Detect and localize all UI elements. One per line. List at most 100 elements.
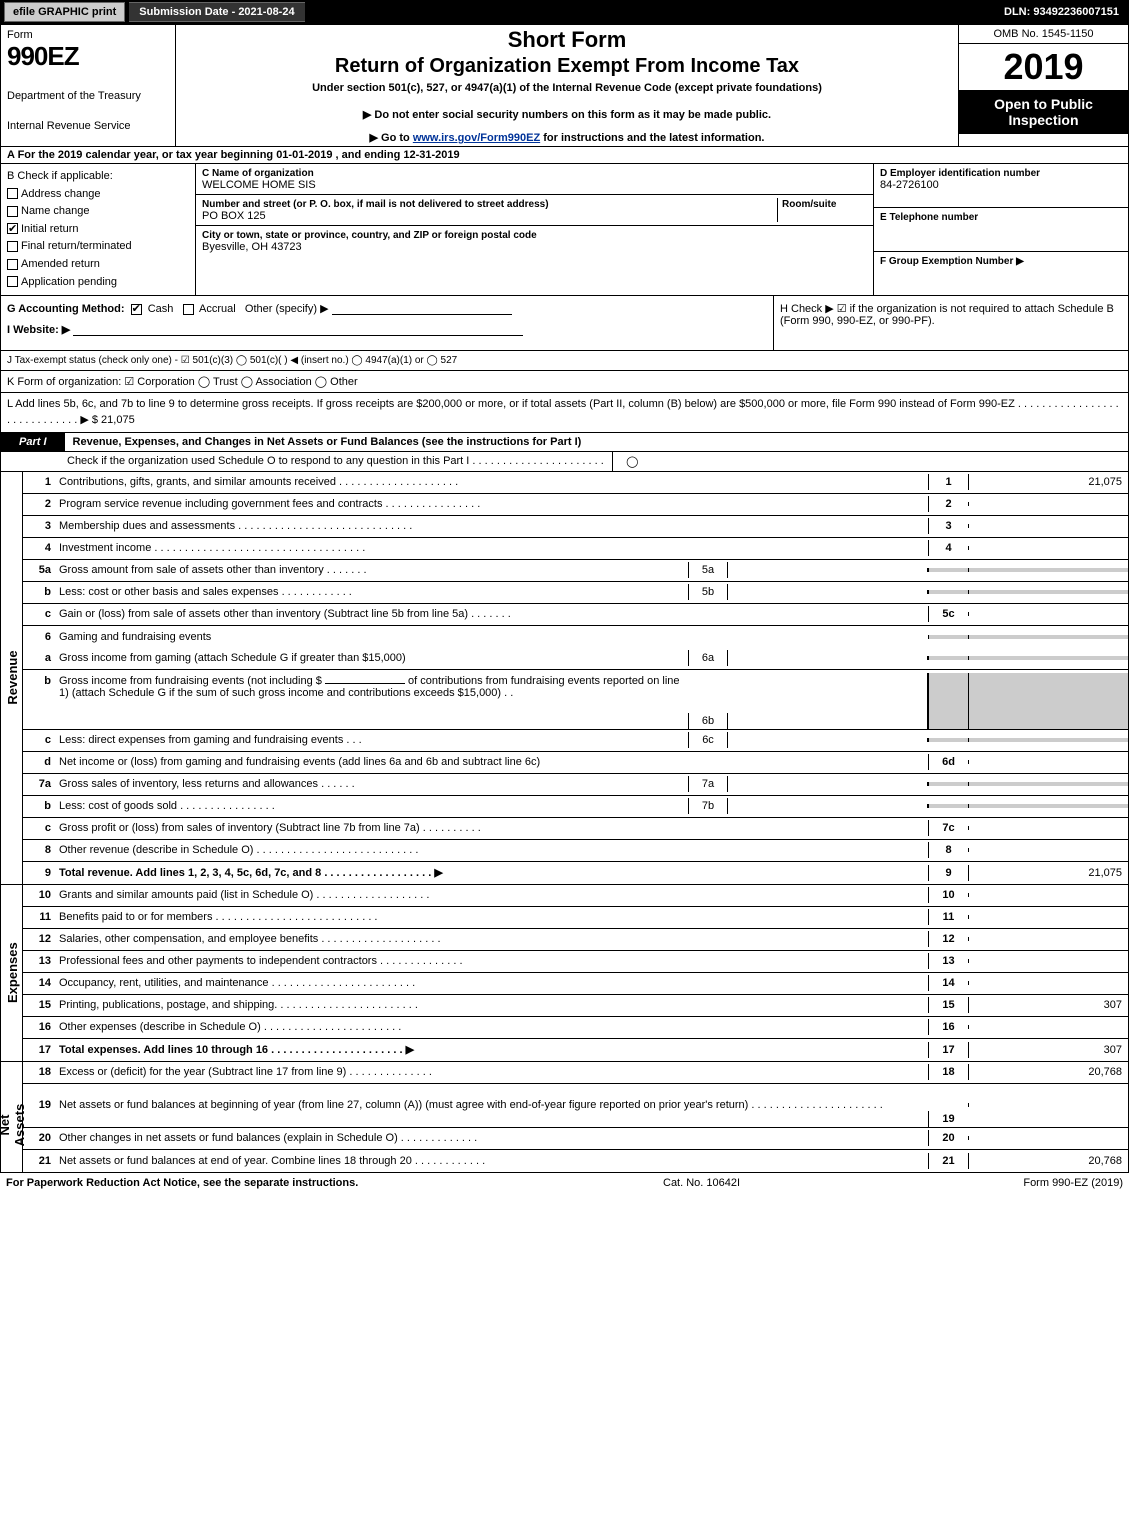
phone-label: E Telephone number bbox=[880, 212, 978, 223]
line-15: 15Printing, publications, postage, and s… bbox=[23, 995, 1128, 1017]
title-return: Return of Organization Exempt From Incom… bbox=[184, 55, 950, 78]
org-name-label: C Name of organization bbox=[202, 168, 314, 179]
form-number: 990EZ bbox=[7, 41, 169, 72]
city-label: City or town, state or province, country… bbox=[202, 230, 537, 241]
line-5c: cGain or (loss) from sale of assets othe… bbox=[23, 604, 1128, 626]
line-20: 20Other changes in net assets or fund ba… bbox=[23, 1128, 1128, 1150]
header-mid: Short Form Return of Organization Exempt… bbox=[176, 25, 958, 146]
ein-label: D Employer identification number bbox=[880, 168, 1040, 179]
chk-initial-return[interactable]: Initial return bbox=[7, 221, 189, 239]
footer-paperwork: For Paperwork Reduction Act Notice, see … bbox=[6, 1177, 663, 1189]
tax-year: 2019 bbox=[959, 44, 1128, 90]
part1-check-text: Check if the organization used Schedule … bbox=[59, 452, 612, 471]
line-2: 2Program service revenue including gover… bbox=[23, 494, 1128, 516]
line-10: 10Grants and similar amounts paid (list … bbox=[23, 885, 1128, 907]
row-g: G Accounting Method: Cash Accrual Other … bbox=[7, 302, 767, 315]
footer-catno: Cat. No. 10642I bbox=[663, 1177, 923, 1189]
info-block: B Check if applicable: Address change Na… bbox=[0, 164, 1129, 296]
note-goto-prefix: ▶ Go to bbox=[370, 132, 413, 144]
row-l-gross-receipts: L Add lines 5b, 6c, and 7b to line 9 to … bbox=[0, 393, 1129, 433]
line-9: 9Total revenue. Add lines 1, 2, 3, 4, 5c… bbox=[23, 862, 1128, 884]
part1-title: Revenue, Expenses, and Changes in Net As… bbox=[65, 433, 590, 451]
org-name: WELCOME HOME SIS bbox=[202, 179, 316, 191]
note-goto: ▶ Go to www.irs.gov/Form990EZ for instru… bbox=[184, 131, 950, 144]
dept-irs: Internal Revenue Service bbox=[7, 120, 169, 132]
chk-final-return[interactable]: Final return/terminated bbox=[7, 238, 189, 256]
revenue-side-label: Revenue bbox=[1, 472, 23, 884]
ein-value: 84-2726100 bbox=[880, 179, 939, 191]
header-left: Form 990EZ Department of the Treasury In… bbox=[1, 25, 176, 146]
line-4: 4Investment income . . . . . . . . . . .… bbox=[23, 538, 1128, 560]
chk-application-pending[interactable]: Application pending bbox=[7, 274, 189, 292]
form-header: Form 990EZ Department of the Treasury In… bbox=[0, 24, 1129, 147]
box-b: B Check if applicable: Address change Na… bbox=[1, 164, 196, 295]
line-6: 6Gaming and fundraising events bbox=[23, 626, 1128, 648]
line-6b: bGross income from fundraising events (n… bbox=[23, 670, 1128, 730]
note-goto-suffix: for instructions and the latest informat… bbox=[540, 132, 764, 144]
line-1: 1Contributions, gifts, grants, and simil… bbox=[23, 472, 1128, 494]
line-6a: aGross income from gaming (attach Schedu… bbox=[23, 648, 1128, 670]
box-c: C Name of organization WELCOME HOME SIS … bbox=[196, 164, 873, 295]
line-19: 19Net assets or fund balances at beginni… bbox=[23, 1084, 1128, 1128]
line-18: 18Excess or (deficit) for the year (Subt… bbox=[23, 1062, 1128, 1084]
other-specify-input[interactable] bbox=[332, 303, 512, 315]
row-j-tax-exempt: J Tax-exempt status (check only one) - ☑… bbox=[0, 351, 1129, 370]
efile-print-button[interactable]: efile GRAPHIC print bbox=[4, 2, 125, 22]
line-13: 13Professional fees and other payments t… bbox=[23, 951, 1128, 973]
page-footer: For Paperwork Reduction Act Notice, see … bbox=[0, 1173, 1129, 1193]
org-city: Byesville, OH 43723 bbox=[202, 241, 302, 253]
line-8: 8Other revenue (describe in Schedule O) … bbox=[23, 840, 1128, 862]
room-label: Room/suite bbox=[782, 199, 836, 210]
website-input[interactable] bbox=[73, 324, 523, 336]
group-exemption-label: F Group Exemption Number ▶ bbox=[880, 256, 1024, 267]
line-17: 17Total expenses. Add lines 10 through 1… bbox=[23, 1039, 1128, 1061]
dln-label: DLN: 93492236007151 bbox=[1004, 6, 1125, 18]
box-b-title: B Check if applicable: bbox=[7, 168, 189, 186]
line-21: 21Net assets or fund balances at end of … bbox=[23, 1150, 1128, 1172]
part1-check-row: Check if the organization used Schedule … bbox=[0, 452, 1129, 472]
row-ghi: G Accounting Method: Cash Accrual Other … bbox=[0, 296, 1129, 351]
line-7b: bLess: cost of goods sold . . . . . . . … bbox=[23, 796, 1128, 818]
top-bar: efile GRAPHIC print Submission Date - 20… bbox=[0, 0, 1129, 24]
net-assets-section: Net Assets 18Excess or (deficit) for the… bbox=[0, 1062, 1129, 1173]
expenses-section: Expenses 10Grants and similar amounts pa… bbox=[0, 885, 1129, 1062]
submission-date-label: Submission Date - 2021-08-24 bbox=[129, 2, 304, 22]
org-address: PO BOX 125 bbox=[202, 210, 266, 222]
irs-link[interactable]: www.irs.gov/Form990EZ bbox=[413, 132, 540, 144]
omb-label: OMB No. 1545-1150 bbox=[959, 25, 1128, 44]
form-label: Form bbox=[7, 29, 169, 41]
note-ssn: ▶ Do not enter social security numbers o… bbox=[184, 108, 950, 121]
line-12: 12Salaries, other compensation, and empl… bbox=[23, 929, 1128, 951]
title-short-form: Short Form bbox=[184, 27, 950, 53]
chk-name-change[interactable]: Name change bbox=[7, 203, 189, 221]
line-7c: cGross profit or (loss) from sales of in… bbox=[23, 818, 1128, 840]
row-i: I Website: ▶ bbox=[7, 323, 767, 336]
revenue-section: Revenue 1Contributions, gifts, grants, a… bbox=[0, 472, 1129, 885]
subtitle: Under section 501(c), 527, or 4947(a)(1)… bbox=[184, 82, 950, 94]
line-5a: 5aGross amount from sale of assets other… bbox=[23, 560, 1128, 582]
header-right: OMB No. 1545-1150 2019 Open to Public In… bbox=[958, 25, 1128, 146]
footer-formref: Form 990-EZ (2019) bbox=[923, 1177, 1123, 1189]
row-h: H Check ▶ ☑ if the organization is not r… bbox=[773, 296, 1128, 350]
line-11: 11Benefits paid to or for members . . . … bbox=[23, 907, 1128, 929]
chk-accrual[interactable] bbox=[183, 304, 194, 315]
netassets-side-label: Net Assets bbox=[1, 1062, 23, 1172]
part1-header: Part I Revenue, Expenses, and Changes in… bbox=[0, 433, 1129, 452]
line-3: 3Membership dues and assessments . . . .… bbox=[23, 516, 1128, 538]
line-6c: cLess: direct expenses from gaming and f… bbox=[23, 730, 1128, 752]
chk-cash[interactable] bbox=[131, 304, 142, 315]
box-def: D Employer identification number 84-2726… bbox=[873, 164, 1128, 295]
part1-check-box[interactable]: ◯ bbox=[612, 452, 652, 471]
line-7a: 7aGross sales of inventory, less returns… bbox=[23, 774, 1128, 796]
line-14: 14Occupancy, rent, utilities, and mainte… bbox=[23, 973, 1128, 995]
chk-amended-return[interactable]: Amended return bbox=[7, 256, 189, 274]
addr-label: Number and street (or P. O. box, if mail… bbox=[202, 199, 549, 210]
chk-address-change[interactable]: Address change bbox=[7, 186, 189, 204]
open-to-public: Open to Public Inspection bbox=[959, 90, 1128, 134]
dept-treasury: Department of the Treasury bbox=[7, 90, 169, 102]
line-5b: bLess: cost or other basis and sales exp… bbox=[23, 582, 1128, 604]
row-k-form-org: K Form of organization: ☑ Corporation ◯ … bbox=[0, 370, 1129, 393]
line-6d: dNet income or (loss) from gaming and fu… bbox=[23, 752, 1128, 774]
line-16: 16Other expenses (describe in Schedule O… bbox=[23, 1017, 1128, 1039]
part1-tag: Part I bbox=[1, 433, 65, 451]
